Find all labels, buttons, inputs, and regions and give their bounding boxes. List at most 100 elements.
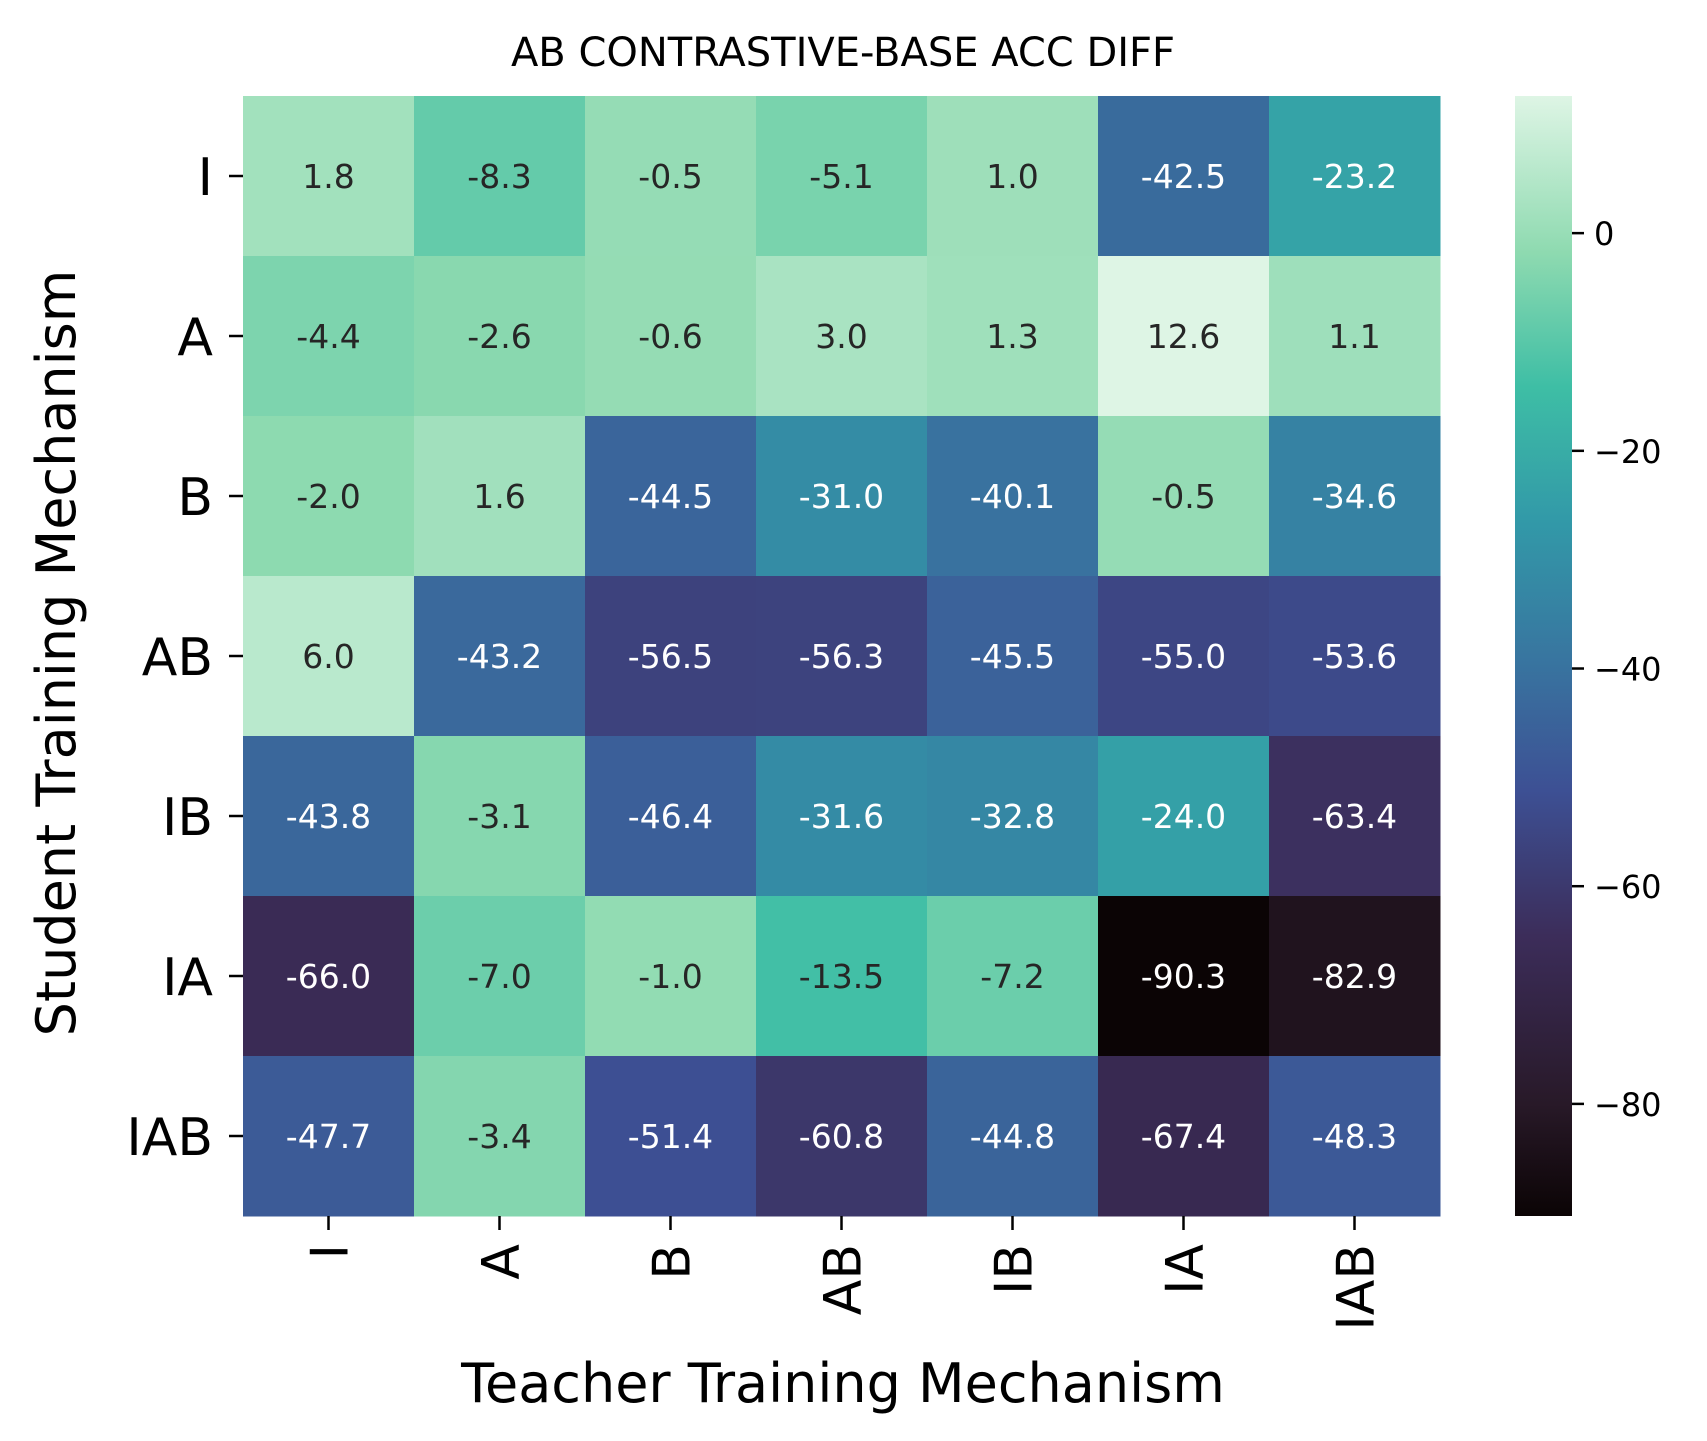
cell-value-label: -3.1: [467, 797, 531, 836]
cell-value-label: -56.5: [628, 637, 713, 676]
x-tick-label: IB: [985, 1244, 1045, 1295]
cell-value-label: -40.1: [970, 477, 1055, 516]
heatmap-cell: [1098, 736, 1270, 897]
y-tick-label: IA: [162, 948, 213, 1008]
cell-value-label: -0.5: [638, 157, 702, 196]
cell-value-label: -42.5: [1141, 157, 1226, 196]
heatmap-cell: [1098, 416, 1270, 577]
heatmap-cell: [585, 1056, 757, 1217]
cell-value-label: -31.6: [799, 797, 884, 836]
heatmap-cell: [756, 736, 928, 897]
cell-value-label: -56.3: [799, 637, 884, 676]
heatmap-cell: [243, 896, 415, 1057]
heatmap-cell: [414, 416, 586, 577]
cell-value-label: 12.6: [1147, 317, 1220, 356]
y-tick-label: B: [177, 468, 213, 528]
cell-value-label: -7.2: [980, 957, 1044, 996]
heatmap-cell: [927, 1056, 1099, 1217]
x-axis-label: Teacher Training Mechanism: [460, 1352, 1225, 1415]
heatmap-cell: [1269, 416, 1441, 577]
cell-value-label: -44.8: [970, 1117, 1055, 1156]
colorbar-tick-label: −80: [1594, 1086, 1662, 1124]
y-tick-label: I: [198, 148, 213, 208]
x-tick-label: I: [301, 1244, 361, 1259]
heatmap-cell: [927, 256, 1099, 417]
cell-value-label: 1.1: [1328, 317, 1380, 356]
heatmap-cell: [414, 736, 586, 897]
cell-value-label: -2.0: [296, 477, 360, 516]
heatmap-cell: [1269, 576, 1441, 737]
heatmap-cell: [1098, 576, 1270, 737]
heatmap-cell: [414, 96, 586, 257]
heatmap-cell: [585, 256, 757, 417]
heatmap-cell: [243, 576, 415, 737]
heatmap-cell: [585, 416, 757, 577]
cell-value-label: 1.3: [986, 317, 1038, 356]
cell-value-label: 3.0: [815, 317, 867, 356]
heatmap-cell: [243, 1056, 415, 1217]
heatmap-cell: [1269, 256, 1441, 417]
heatmap-cell: [1098, 256, 1270, 417]
cell-value-label: -82.9: [1312, 957, 1397, 996]
cell-value-label: 1.0: [986, 157, 1038, 196]
heatmap-cell: [756, 256, 928, 417]
heatmap-cell: [414, 896, 586, 1057]
x-tick-label: B: [643, 1244, 703, 1280]
cell-value-label: -0.5: [1151, 477, 1215, 516]
cell-value-label: -34.6: [1312, 477, 1397, 516]
cell-value-label: -1.0: [638, 957, 702, 996]
y-axis-label: Student Training Mechanism: [25, 270, 88, 1037]
colorbar-tick-label: −20: [1594, 433, 1662, 471]
heatmap-cell: [927, 736, 1099, 897]
heatmap-cell: [1269, 736, 1441, 897]
heatmap-cell: [1269, 1056, 1441, 1217]
heatmap-cell: [927, 96, 1099, 257]
cell-value-label: -43.8: [286, 797, 371, 836]
colorbar-tick-label: −60: [1594, 868, 1662, 906]
cell-value-label: -63.4: [1312, 797, 1397, 836]
cell-value-label: -45.5: [970, 637, 1055, 676]
x-tick-label: IA: [1156, 1244, 1216, 1295]
cell-value-label: -13.5: [799, 957, 884, 996]
cell-value-label: -32.8: [970, 797, 1055, 836]
x-axis-ticks: I A B AB IB IA IAB: [301, 1216, 1387, 1331]
heatmap-cell: [756, 896, 928, 1057]
cell-value-label: -51.4: [628, 1117, 713, 1156]
colorbar: [1515, 96, 1572, 1216]
cell-value-label: -24.0: [1141, 797, 1226, 836]
y-tick-label: IB: [162, 788, 213, 848]
heatmap-cells: 1.8 -8.3 -0.5 -5.1 1.0 -42.5 -23.2 -4.4 -2.6 -0.6…: [243, 96, 1441, 1217]
cell-value-label: -67.4: [1141, 1117, 1226, 1156]
heatmap-cell: [1269, 96, 1441, 257]
y-tick-label: A: [177, 308, 213, 368]
colorbar-tick-label: 0: [1594, 215, 1614, 253]
heatmap-cell: [414, 1056, 586, 1217]
cell-value-label: -55.0: [1141, 637, 1226, 676]
y-tick-label: IAB: [126, 1108, 213, 1168]
x-tick-label: IAB: [1327, 1244, 1387, 1331]
heatmap-cell: [756, 576, 928, 737]
cell-value-label: -60.8: [799, 1117, 884, 1156]
cell-value-label: -4.4: [296, 317, 360, 356]
heatmap-cell: [585, 96, 757, 257]
heatmap-cell: [1269, 896, 1441, 1057]
cell-value-label: -0.6: [638, 317, 702, 356]
heatmap-cell: [585, 736, 757, 897]
x-tick-label: A: [472, 1244, 532, 1280]
cell-value-label: -46.4: [628, 797, 713, 836]
heatmap-cell: [1098, 1056, 1270, 1217]
heatmap-cell: [414, 256, 586, 417]
cell-value-label: -3.4: [467, 1117, 531, 1156]
cell-value-label: -8.3: [467, 157, 531, 196]
cell-value-label: 1.6: [473, 477, 525, 516]
cell-value-label: 1.8: [302, 157, 354, 196]
cell-value-label: -7.0: [467, 957, 531, 996]
heatmap-cell: [927, 576, 1099, 737]
cell-value-label: -23.2: [1312, 157, 1397, 196]
cell-value-label: 6.0: [302, 637, 354, 676]
heatmap-cell: [243, 416, 415, 577]
heatmap-cell: [243, 96, 415, 257]
x-tick-label: AB: [814, 1244, 874, 1315]
